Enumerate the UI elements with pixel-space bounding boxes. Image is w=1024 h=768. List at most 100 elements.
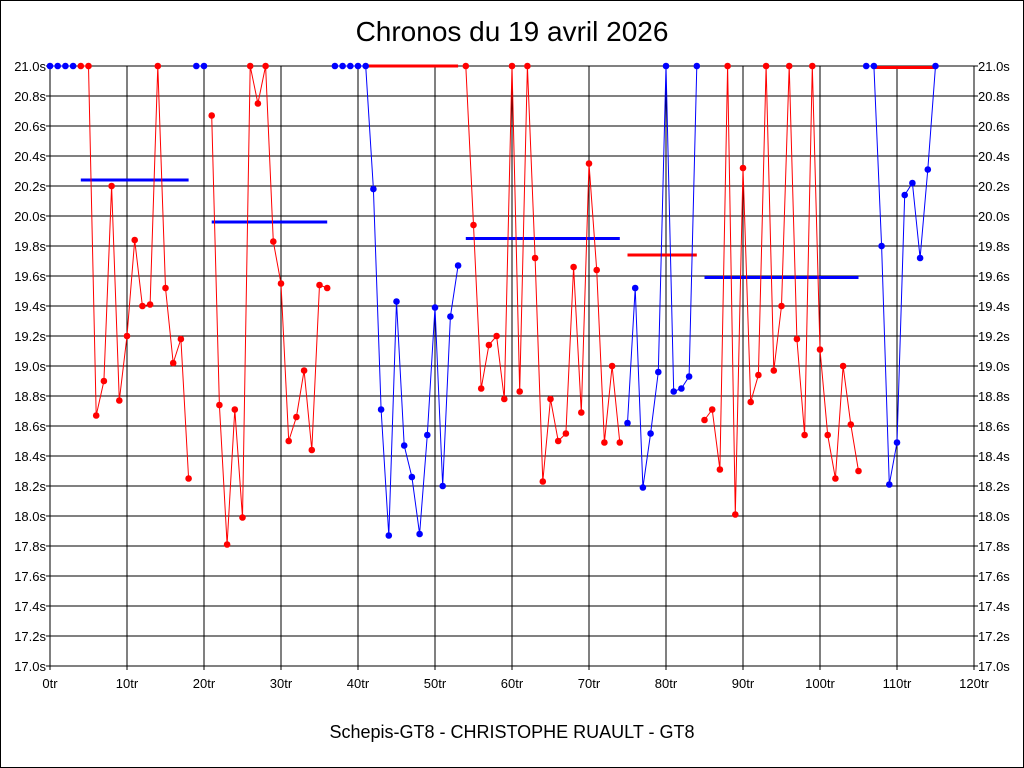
data-point (454, 262, 462, 269)
data-point (416, 530, 423, 538)
series-group (701, 62, 862, 518)
data-point (901, 191, 908, 199)
data-point (547, 395, 554, 403)
data-point (431, 304, 439, 311)
data-point (747, 398, 754, 406)
data-point (400, 442, 408, 449)
y-tick-label-left: 20.0s (14, 209, 46, 224)
y-tick-label-left: 19.6s (14, 269, 46, 284)
data-point (886, 481, 893, 488)
y-tick-label-left: 20.4s (14, 149, 46, 164)
series-line (465, 65, 621, 482)
data-point (169, 359, 177, 367)
y-tick-label-right: 17.0s (978, 659, 1010, 674)
y-tick-label-right: 20.4s (978, 149, 1010, 164)
data-point (932, 62, 939, 70)
y-tick-label-left: 20.6s (14, 119, 46, 134)
data-point (839, 362, 847, 370)
series-group (208, 62, 331, 548)
data-point (393, 298, 400, 305)
data-point (855, 467, 862, 475)
data-point (77, 62, 85, 70)
y-tick-label-left: 21.0s (14, 59, 46, 74)
data-point (331, 62, 339, 70)
y-tick-label-left: 18.0s (14, 509, 46, 524)
data-point (585, 160, 593, 167)
y-tick-label-left: 17.6s (14, 569, 46, 584)
data-point (701, 416, 708, 424)
data-point (139, 302, 146, 310)
data-point (285, 437, 293, 445)
x-tick-label: 10tr (116, 676, 139, 691)
series-line (866, 65, 936, 485)
data-point (69, 62, 77, 70)
data-point (485, 341, 493, 349)
data-point (46, 62, 54, 70)
series-line (627, 65, 698, 488)
y-tick-label-left: 20.2s (14, 179, 46, 194)
data-point (816, 346, 824, 353)
data-point (108, 182, 115, 190)
data-point (200, 62, 208, 70)
data-point (385, 532, 393, 539)
series-group (193, 62, 208, 70)
data-point (116, 397, 123, 404)
data-point (847, 421, 855, 428)
y-tick-label-right: 18.0s (978, 509, 1010, 524)
data-point (832, 475, 839, 482)
y-tick-label-right: 21.0s (978, 59, 1010, 74)
data-point (246, 62, 254, 70)
data-point (239, 514, 246, 521)
y-tick-label-right: 19.8s (978, 239, 1010, 254)
x-tick-label: 50tr (424, 676, 447, 691)
data-point (593, 266, 600, 274)
y-tick-label-left: 20.8s (14, 89, 46, 104)
series-group (331, 62, 462, 539)
y-tick-label-left: 18.8s (14, 389, 46, 404)
x-tick-label: 70tr (578, 676, 601, 691)
x-tick-label: 0tr (42, 676, 58, 691)
data-point (231, 406, 239, 413)
y-tick-label-right: 18.6s (978, 419, 1010, 434)
data-point (685, 373, 693, 380)
data-point (501, 395, 508, 403)
data-point (470, 221, 477, 229)
data-point (477, 385, 485, 392)
y-tick-label-right: 17.8s (978, 539, 1010, 554)
data-point (670, 388, 677, 395)
x-tick-label: 60tr (501, 676, 524, 691)
data-point (377, 406, 385, 413)
data-point (362, 62, 370, 70)
series-group (624, 62, 701, 491)
data-point (739, 164, 747, 172)
data-point (570, 263, 577, 271)
y-tick-label-right: 20.8s (978, 89, 1010, 104)
x-tick-label: 20tr (193, 676, 216, 691)
data-point (531, 254, 539, 262)
data-point (801, 431, 808, 439)
data-point (146, 301, 154, 308)
data-point (678, 385, 685, 392)
y-tick-label-left: 18.2s (14, 479, 46, 494)
y-tick-label-right: 19.0s (978, 359, 1010, 374)
data-point (578, 409, 585, 416)
y-tick-label-left: 19.2s (14, 329, 46, 344)
data-point (254, 100, 262, 107)
chart-subtitle: Schepis-GT8 - CHRISTOPHE RUAULT - GT8 (329, 722, 695, 742)
data-point (62, 62, 69, 70)
data-point (516, 388, 523, 395)
y-tick-label-left: 19.8s (14, 239, 46, 254)
data-point (193, 62, 200, 70)
y-tick-label-right: 19.6s (978, 269, 1010, 284)
data-point (716, 466, 724, 473)
y-tick-label-right: 19.4s (978, 299, 1010, 314)
data-point (793, 335, 801, 343)
data-point (732, 511, 739, 518)
data-point (893, 439, 901, 446)
x-tick-label: 40tr (347, 676, 370, 691)
y-tick-label-left: 17.0s (14, 659, 46, 674)
data-point (223, 541, 231, 548)
data-point (162, 284, 169, 292)
y-tick-label-right: 20.6s (978, 119, 1010, 134)
